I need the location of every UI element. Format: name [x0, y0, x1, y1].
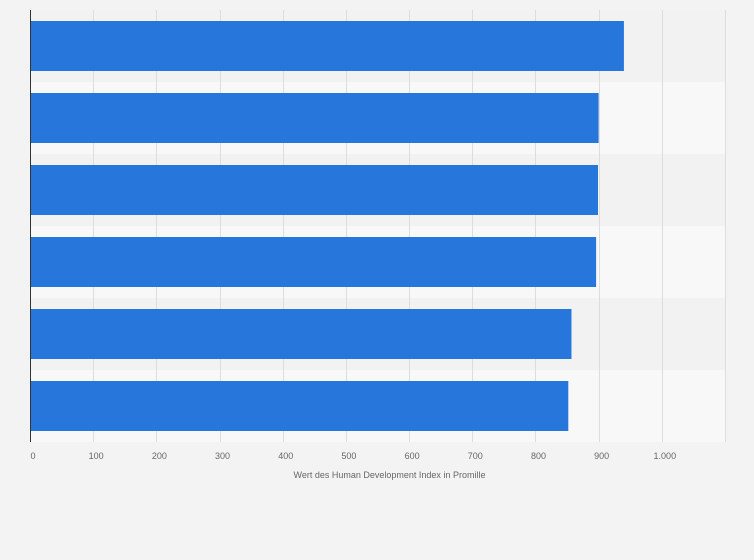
x-tick-label: 1.000	[654, 451, 677, 461]
bar	[30, 309, 572, 359]
x-tick-label: 300	[215, 451, 230, 461]
bar	[30, 381, 569, 431]
x-tick-labels: 0 100 200 300 400 500 600 700 800 900 1.000	[30, 451, 676, 461]
x-tick-label: 500	[341, 451, 356, 461]
x-tick-label: 200	[152, 451, 167, 461]
bar	[30, 21, 624, 71]
x-tick-label: 0	[30, 451, 35, 461]
x-tick-label: 800	[531, 451, 546, 461]
x-axis-title: Wert des Human Development Index in Prom…	[294, 470, 486, 480]
x-tick-label: 100	[89, 451, 104, 461]
x-tick-label: 400	[278, 451, 293, 461]
bar	[30, 237, 597, 287]
gridlines	[93, 10, 726, 442]
x-tick-label: 700	[468, 451, 483, 461]
bar	[30, 165, 599, 215]
x-tick-label: 600	[405, 451, 420, 461]
row-bands	[30, 10, 725, 442]
bar	[30, 93, 599, 143]
bars	[30, 21, 624, 431]
x-tick-label: 900	[594, 451, 609, 461]
